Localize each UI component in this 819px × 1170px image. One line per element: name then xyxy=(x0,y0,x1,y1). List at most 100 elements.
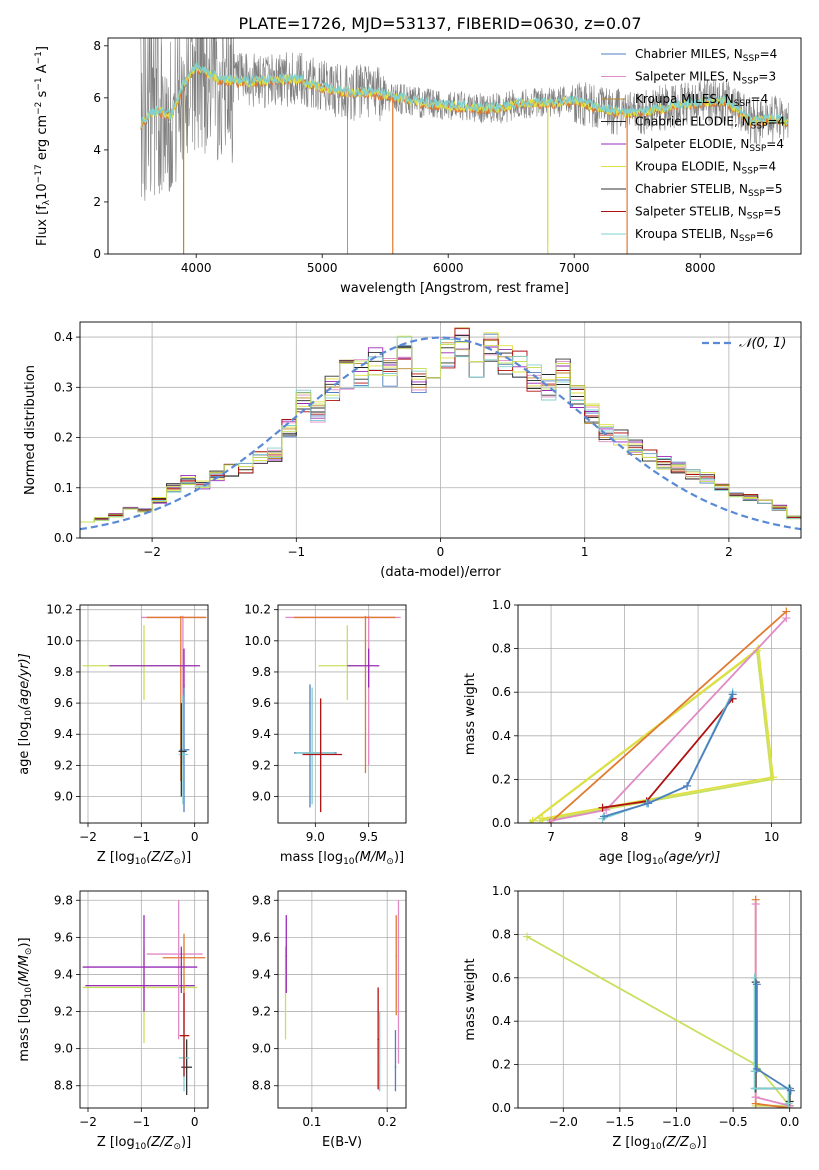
plot-area-residuals xyxy=(80,327,801,531)
axes-frame xyxy=(277,604,407,824)
y-tick-label: 10.2 xyxy=(244,603,271,617)
weight-series-c6 xyxy=(754,982,791,1102)
y-axis-label: mass [log10(M/M⊙)] xyxy=(17,937,34,1061)
y-tick-label: 0.0 xyxy=(54,531,73,545)
x-tick-label: 0.0 xyxy=(780,1115,799,1129)
plot-area-weight-vs-Z xyxy=(523,895,795,1108)
x-tick-label: 9.0 xyxy=(306,830,325,844)
x-tick-label: 6000 xyxy=(433,261,464,275)
x-tick-label: 8000 xyxy=(685,261,716,275)
y-tick-label: 8.8 xyxy=(54,1079,73,1093)
plot-area-age-vs-mass xyxy=(285,615,401,813)
legend-label: Kroupa MILES, NSSP=4 xyxy=(635,92,768,109)
grid-weight-vs-age xyxy=(518,604,801,824)
y-tick-label: 9.6 xyxy=(54,696,73,710)
grid-age-vs-Z xyxy=(80,605,208,823)
legend-label: Chabrier STELIB, NSSP=5 xyxy=(635,182,783,199)
axes-frame xyxy=(79,604,209,824)
y-axis-label: Normed distribution xyxy=(23,365,38,495)
y-tick-label: 1.0 xyxy=(492,598,511,612)
y-tick-label: 10.0 xyxy=(244,634,271,648)
y-tick-label: 9.6 xyxy=(252,930,271,944)
legend-label: Salpeter STELIB, NSSP=5 xyxy=(635,205,781,222)
axes-frame xyxy=(277,890,407,1109)
y-tick-label: 9.0 xyxy=(252,790,271,804)
x-tick-label: −1.0 xyxy=(662,1115,691,1129)
legend-label: 𝒩(0, 1) xyxy=(739,336,786,351)
legend-label: Chabrier MILES, NSSP=4 xyxy=(635,47,777,64)
y-axis-label: Flux [fλ10−17 erg cm−2 s−1 A−1] xyxy=(34,46,52,246)
y-tick-label: 10.0 xyxy=(46,634,73,648)
x-axis-label: (data-model)/error xyxy=(380,565,501,580)
weight-marker xyxy=(728,690,737,699)
weight-marker xyxy=(547,816,556,823)
weight-series-orange xyxy=(549,610,787,823)
weight-marker xyxy=(750,973,759,982)
x-axis-label: E(B-V) xyxy=(322,1135,362,1150)
y-axis-label: age [log10(age/yr)] xyxy=(17,653,34,775)
model-spectrum xyxy=(140,61,789,128)
chart-spectrum: 4000 5000 6000 7000 8000 0 2 4 6 8 wavelength [Ang… xyxy=(34,37,802,296)
gaussian-curve xyxy=(80,336,801,531)
x-tick-label: 5000 xyxy=(307,261,338,275)
y-tick-label: 9.2 xyxy=(54,758,73,772)
chart-age-vs-mass: 9.0 9.5 9.0 9.2 9.4 9.6 9.8 10.0 10.2 mass [log10… xyxy=(244,603,407,867)
x-tick-label: −2 xyxy=(143,545,161,559)
legend: 𝒩(0, 1) xyxy=(702,336,786,351)
y-tick-label: 2 xyxy=(93,195,101,209)
weight-marker xyxy=(538,814,547,823)
x-tick-label: 4000 xyxy=(181,261,212,275)
plot-area-mass-vs-Z xyxy=(82,900,206,1096)
y-tick-label: 9.6 xyxy=(54,930,73,944)
weight-marker xyxy=(598,803,607,812)
y-tick-label: 9.4 xyxy=(54,967,73,981)
x-tick-label: 9 xyxy=(694,830,702,844)
y-tick-label: 9.2 xyxy=(252,1005,271,1019)
model-spectrum xyxy=(140,62,789,129)
grid-mass-vs-ebv xyxy=(278,891,406,1108)
y-tick-label: 0.0 xyxy=(492,1101,511,1115)
x-tick-label: 7000 xyxy=(559,261,590,275)
legend-label: Salpeter ELODIE, NSSP=4 xyxy=(635,137,784,154)
y-tick-label: 9.8 xyxy=(54,665,73,679)
x-tick-label: −1.5 xyxy=(605,1115,634,1129)
x-tick-label: −1 xyxy=(132,830,150,844)
y-tick-label: 9.8 xyxy=(54,893,73,907)
y-tick-label: 0.2 xyxy=(54,431,73,445)
axes-frame xyxy=(517,604,802,824)
x-tick-label: 0.1 xyxy=(302,1115,321,1129)
y-tick-label: 0.6 xyxy=(492,971,511,985)
y-tick-label: 0.0 xyxy=(492,816,511,830)
x-tick-label: 2 xyxy=(725,545,733,559)
x-tick-label: 1 xyxy=(581,545,589,559)
x-tick-label: −1 xyxy=(132,1115,150,1129)
weight-marker xyxy=(523,932,532,941)
x-tick-label: −2 xyxy=(79,830,97,844)
y-tick-label: 8.8 xyxy=(252,1079,271,1093)
y-tick-label: 9.4 xyxy=(252,727,271,741)
grid-weight-vs-Z xyxy=(518,890,801,1109)
y-tick-label: 1.0 xyxy=(492,884,511,898)
y-tick-label: 0.4 xyxy=(492,729,511,743)
plot-area-weight-vs-age xyxy=(526,607,791,823)
x-tick-label: 9.5 xyxy=(359,830,378,844)
x-tick-label: 10 xyxy=(764,830,779,844)
weight-marker xyxy=(750,1084,759,1093)
y-tick-label: 9.2 xyxy=(54,1005,73,1019)
y-tick-label: 0.4 xyxy=(492,1014,511,1028)
y-tick-label: 4 xyxy=(93,143,101,157)
axes-frame xyxy=(79,890,209,1109)
y-tick-label: 8 xyxy=(93,39,101,53)
weight-series-orange xyxy=(754,899,791,1108)
chart-weight-vs-age: 7 8 9 10 0.0 0.2 0.4 0.6 0.8 1.0 age [log10(age/yr… xyxy=(463,598,802,867)
weight-series-c0 xyxy=(603,693,734,818)
y-tick-label: 0.2 xyxy=(492,1058,511,1072)
weight-marker xyxy=(769,773,778,782)
legend: Chabrier MILES, NSSP=4 Salpeter MILES, NS… xyxy=(601,47,785,244)
grid-mass-vs-Z xyxy=(80,891,208,1108)
legend-label: Chabrier ELODIE, NSSP=4 xyxy=(635,115,785,132)
x-tick-label: 0.2 xyxy=(378,1115,397,1129)
x-axis-label: mass [log10(M/M⊙)] xyxy=(280,850,404,867)
y-tick-label: 0.3 xyxy=(54,380,73,394)
